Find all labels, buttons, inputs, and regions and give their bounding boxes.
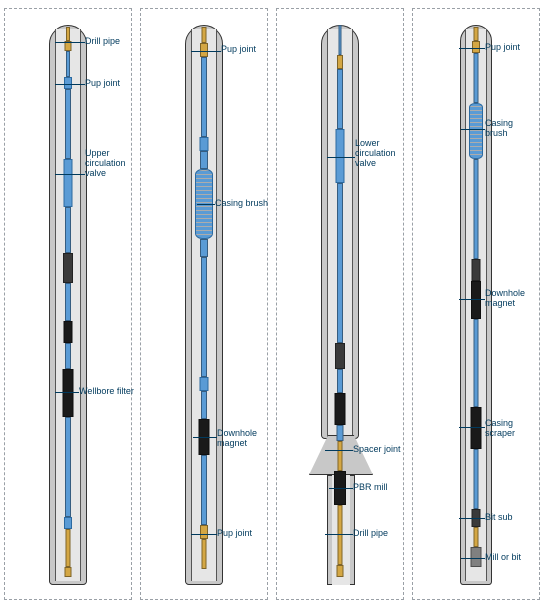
brush-body-top — [200, 151, 208, 169]
tool-d2 — [335, 393, 346, 425]
label: Mill or bit — [485, 553, 521, 563]
top-yellow — [337, 55, 343, 69]
pipe-1 — [337, 69, 343, 129]
leader-line — [461, 129, 485, 130]
leader-line — [461, 558, 485, 559]
pipe-1 — [201, 57, 207, 137]
leader-line — [459, 48, 485, 49]
tool-d1 — [472, 259, 481, 281]
label: Pup joint — [217, 529, 252, 539]
label: Pup joint — [221, 45, 256, 55]
label: Bit sub — [485, 513, 513, 523]
pipe-2 — [65, 283, 71, 321]
label: Casing brush — [215, 199, 268, 209]
leader-line — [327, 157, 355, 158]
pipe-3 — [201, 391, 207, 419]
drill-pipe-top — [66, 27, 70, 41]
leader-line — [325, 534, 353, 535]
valve-body — [65, 89, 71, 159]
leader-line — [197, 204, 215, 205]
casing-brush — [469, 103, 483, 159]
label: Pup joint — [485, 43, 520, 53]
pup-joint — [472, 41, 480, 53]
leader-line — [459, 427, 485, 428]
pipe-1 — [474, 53, 479, 103]
lower-circ-valve — [336, 129, 345, 183]
label: Wellbore filter — [79, 387, 134, 397]
pipe-4 — [474, 449, 479, 509]
pipe-3 — [65, 343, 71, 369]
connector-bot — [64, 517, 72, 529]
connector-m — [200, 377, 209, 391]
pipe-neck — [66, 51, 70, 77]
label: Casingscraper — [485, 419, 515, 439]
label: Spacer joint — [353, 445, 401, 455]
panel-p4: Pup joint Casingbrush Downholemagnet Casing… — [412, 8, 540, 600]
leader-line — [329, 488, 353, 489]
mid-pipe — [65, 207, 71, 253]
leader-line — [459, 518, 485, 519]
pipe-5 — [474, 527, 479, 547]
label: Drill pipe — [85, 37, 120, 47]
spacer-yellow — [338, 441, 343, 471]
pipe-4 — [65, 417, 71, 517]
leader-line — [55, 42, 85, 43]
pipe-2 — [337, 183, 343, 343]
top-yellow — [202, 27, 207, 43]
panel-p1: Drill pipe Pup joint Uppercirculationvalve… — [4, 8, 132, 600]
downhole-magnet — [471, 281, 481, 319]
spacer-joint — [337, 425, 344, 441]
leader-line — [55, 84, 85, 85]
leader-line — [459, 299, 485, 300]
label: PBR mill — [353, 483, 388, 493]
top-stick — [339, 25, 342, 55]
brush-body-bot — [200, 239, 208, 257]
pipe-4 — [201, 455, 207, 525]
leader-line — [191, 51, 221, 52]
label: Downholemagnet — [485, 289, 525, 309]
pup-joint — [200, 43, 208, 57]
tool-blk-1 — [64, 321, 73, 343]
tool-d1 — [335, 343, 345, 369]
tool-dark-1 — [63, 253, 73, 283]
pup-joint — [64, 77, 72, 89]
pipe-3 — [337, 369, 343, 393]
wellbore-filter — [63, 369, 74, 417]
end-yellow — [202, 539, 207, 569]
casing-scraper — [471, 407, 482, 449]
leader-line — [55, 174, 85, 175]
pipe-3 — [474, 319, 479, 407]
end-tip — [65, 567, 72, 577]
panel-p2: Pup joint Casing brush Downholemagnet Pup j… — [140, 8, 268, 600]
label: Pup joint — [85, 79, 120, 89]
tool-couple — [200, 137, 209, 151]
mill-or-bit — [471, 547, 482, 567]
leader-line — [191, 534, 217, 535]
drill-pipe — [338, 505, 343, 565]
label: Downholemagnet — [217, 429, 257, 449]
leader-line — [325, 450, 353, 451]
label: Casingbrush — [485, 119, 513, 139]
pipe-2 — [201, 257, 207, 377]
panel-p3: Lowercirculationvalve Spacer joint PBR mil… — [276, 8, 404, 600]
tip — [337, 565, 344, 577]
leader-line — [55, 392, 79, 393]
upper-circ-valve — [64, 159, 73, 207]
pipe-2 — [474, 159, 479, 259]
leader-line — [193, 437, 217, 438]
end-yellow — [66, 529, 71, 567]
top-yellow — [474, 27, 479, 41]
label: Drill pipe — [353, 529, 388, 539]
label: Lowercirculationvalve — [355, 139, 396, 169]
pup-joint-bot — [200, 525, 208, 539]
label: Uppercirculationvalve — [85, 149, 126, 179]
